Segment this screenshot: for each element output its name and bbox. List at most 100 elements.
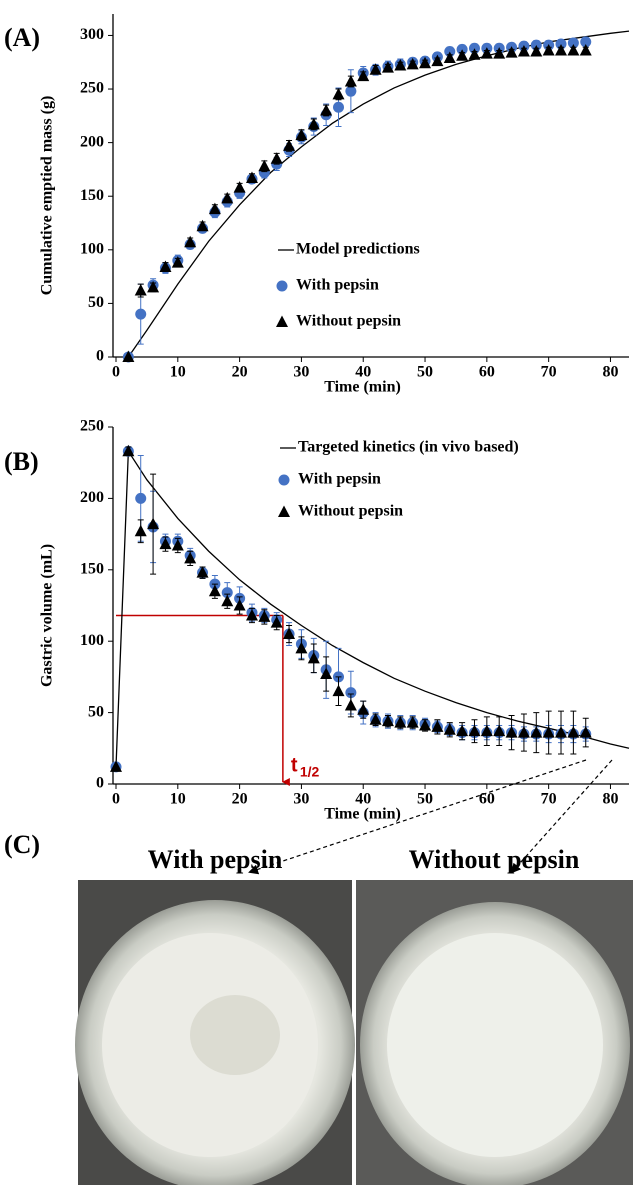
series-group	[122, 43, 592, 362]
y-tick-label: 200	[80, 133, 104, 150]
legend-symbol	[276, 280, 288, 292]
x-tick-label: 0	[112, 364, 120, 381]
y-tick-label: 250	[80, 418, 104, 435]
x-tick-label: 60	[479, 364, 495, 381]
data-point	[171, 539, 184, 551]
y-tick-label: 50	[88, 294, 104, 311]
data-point	[320, 667, 333, 680]
data-point	[344, 698, 357, 711]
data-point	[221, 191, 234, 204]
y-axis-label: Gastric volume (mL)	[39, 544, 56, 687]
y-tick-label: 200	[80, 489, 104, 506]
data-point	[480, 47, 493, 59]
data-point	[258, 159, 271, 172]
series-group	[110, 444, 592, 772]
data-point	[431, 720, 444, 732]
legend-label: Targeted kinetics (in vivo based)	[298, 439, 519, 456]
data-point	[419, 56, 432, 69]
data-point	[505, 726, 518, 738]
data-point	[332, 684, 345, 697]
data-point	[567, 37, 579, 49]
data-point	[431, 54, 444, 67]
data-point	[555, 726, 568, 738]
data-point	[171, 256, 184, 268]
x-tick-label: 10	[170, 791, 186, 808]
data-point	[221, 587, 233, 599]
data-point	[517, 726, 530, 738]
data-point	[468, 48, 481, 60]
data-point	[406, 716, 419, 728]
y-tick-label: 0	[96, 775, 104, 792]
data-point	[344, 75, 357, 87]
data-point	[369, 713, 382, 725]
data-point	[381, 714, 394, 727]
data-point	[283, 627, 296, 640]
y-axis-label: Cumulative emptied mass (g)	[39, 96, 56, 296]
panel-label: (C)	[4, 830, 40, 859]
data-point	[122, 444, 135, 457]
photo-caption: With pepsin	[148, 845, 283, 874]
data-point	[245, 171, 258, 183]
x-tick-label: 70	[541, 791, 557, 808]
data-point	[443, 51, 456, 63]
data-point	[419, 718, 432, 731]
data-point	[110, 760, 122, 772]
data-point	[394, 716, 407, 728]
data-point	[184, 235, 197, 248]
photo-content	[190, 995, 280, 1075]
x-tick-label: 20	[232, 791, 248, 808]
data-point	[307, 117, 320, 130]
data-point	[295, 128, 308, 141]
data-point	[542, 43, 555, 56]
data-point	[357, 703, 370, 715]
x-tick-label: 30	[293, 364, 309, 381]
data-point	[159, 537, 172, 550]
data-point	[283, 139, 296, 151]
data-point	[567, 43, 580, 56]
x-tick-label: 50	[417, 791, 433, 808]
data-point	[542, 726, 555, 738]
data-point	[332, 87, 345, 100]
x-tick-label: 80	[602, 364, 618, 381]
legend-symbol	[278, 505, 290, 517]
photo-caption: Without pepsin	[409, 845, 580, 874]
data-point	[493, 47, 506, 59]
annotation-subscript: 1/2	[300, 764, 320, 780]
data-point	[369, 63, 382, 75]
data-point	[480, 724, 493, 737]
data-point	[233, 599, 246, 611]
model-line	[127, 30, 630, 358]
legend-label: Model predictions	[296, 241, 420, 258]
data-point	[147, 280, 160, 293]
x-tick-label: 50	[417, 364, 433, 381]
x-tick-label: 40	[355, 364, 371, 381]
y-tick-label: 150	[80, 187, 104, 204]
data-point	[357, 69, 370, 82]
data-point	[530, 45, 543, 57]
data-point	[147, 517, 160, 530]
data-point	[196, 219, 209, 232]
data-point	[567, 726, 580, 738]
data-point	[221, 594, 234, 607]
data-point	[159, 260, 172, 272]
data-point	[270, 616, 283, 628]
y-tick-label: 50	[88, 703, 104, 720]
data-point	[134, 284, 147, 296]
x-tick-label: 70	[541, 364, 557, 381]
annotation-text: t	[291, 754, 298, 776]
data-point	[443, 723, 456, 735]
legend-symbol	[278, 474, 290, 486]
y-tick-label: 250	[80, 80, 104, 97]
data-point	[295, 641, 308, 654]
data-point	[208, 202, 221, 215]
legend-label: With pepsin	[298, 471, 381, 488]
data-point	[258, 610, 271, 622]
data-point	[505, 46, 518, 58]
data-point	[320, 103, 333, 116]
data-point	[394, 58, 407, 71]
legend-label: Without pepsin	[298, 503, 403, 520]
data-point	[270, 152, 283, 164]
y-tick-label: 0	[96, 348, 104, 365]
data-point	[530, 726, 543, 738]
